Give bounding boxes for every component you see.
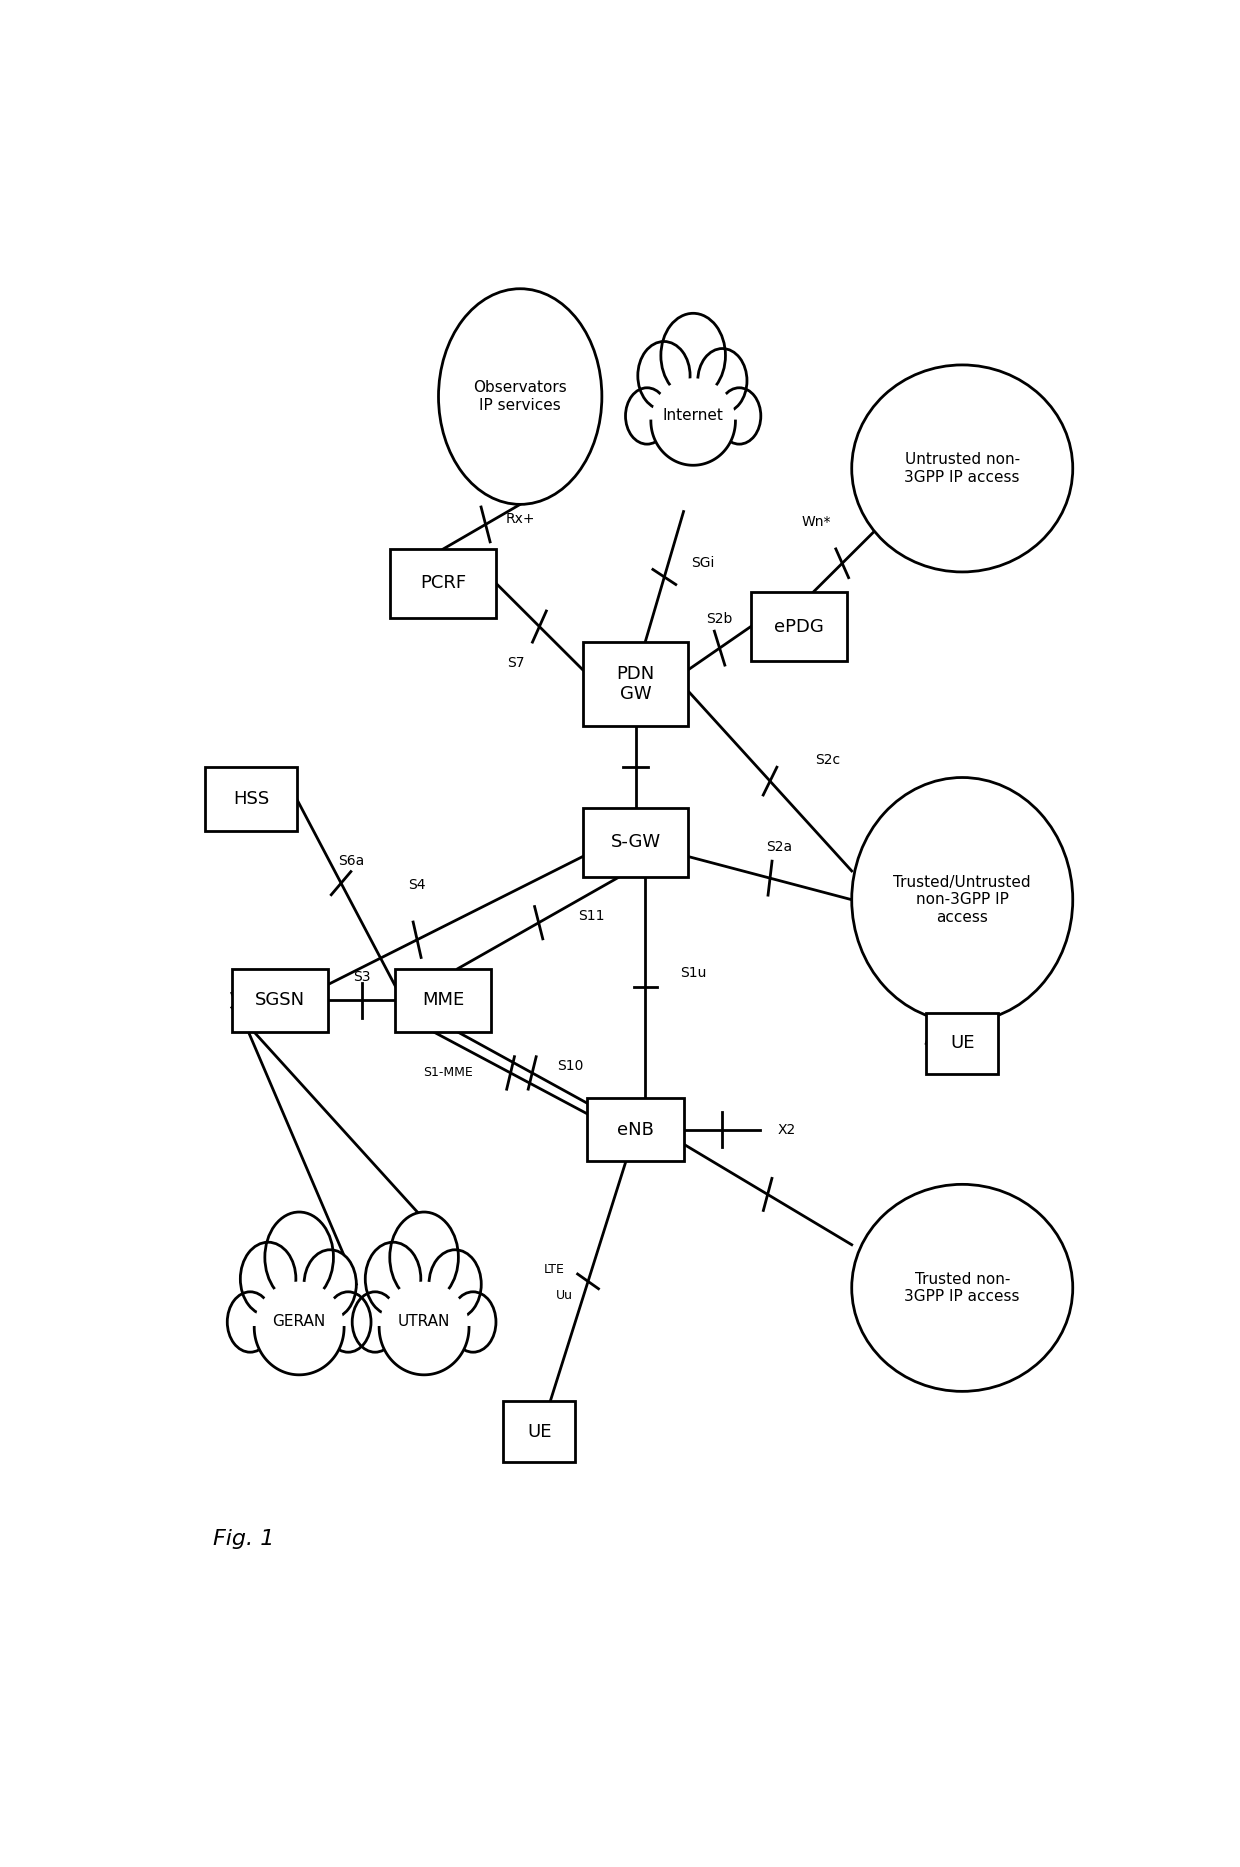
Text: LTE: LTE: [544, 1264, 565, 1277]
Text: GERAN: GERAN: [273, 1314, 326, 1329]
Text: S6a: S6a: [337, 853, 363, 868]
Text: PDN
GW: PDN GW: [616, 665, 655, 704]
Text: eNB: eNB: [618, 1120, 653, 1139]
Text: S2a: S2a: [766, 840, 792, 853]
FancyBboxPatch shape: [751, 592, 847, 661]
Ellipse shape: [273, 1292, 325, 1361]
Text: UE: UE: [950, 1034, 975, 1053]
Text: S1u: S1u: [680, 965, 707, 980]
Ellipse shape: [852, 777, 1073, 1021]
Text: Observators
IP services: Observators IP services: [474, 381, 567, 413]
Text: ePDG: ePDG: [774, 618, 823, 635]
Ellipse shape: [389, 1212, 459, 1303]
Ellipse shape: [668, 388, 718, 454]
Ellipse shape: [241, 1242, 296, 1316]
Ellipse shape: [718, 388, 761, 444]
FancyBboxPatch shape: [926, 1014, 998, 1074]
FancyBboxPatch shape: [503, 1402, 575, 1462]
Ellipse shape: [398, 1292, 450, 1361]
Text: S-GW: S-GW: [610, 833, 661, 851]
Ellipse shape: [265, 1212, 334, 1303]
FancyBboxPatch shape: [206, 767, 296, 831]
Text: Internet: Internet: [662, 409, 724, 424]
Text: SGi: SGi: [691, 556, 714, 569]
Ellipse shape: [439, 289, 601, 504]
Text: S2b: S2b: [707, 612, 733, 625]
Ellipse shape: [852, 1184, 1073, 1391]
Ellipse shape: [429, 1249, 481, 1318]
Text: S3: S3: [353, 971, 371, 984]
Text: SGSN: SGSN: [255, 991, 305, 1010]
Text: X2: X2: [777, 1122, 796, 1137]
Text: Wn*: Wn*: [801, 515, 831, 528]
Text: Fig. 1: Fig. 1: [213, 1529, 274, 1550]
Text: HSS: HSS: [233, 790, 269, 808]
Text: MME: MME: [422, 991, 465, 1010]
Ellipse shape: [661, 314, 725, 398]
Ellipse shape: [325, 1292, 371, 1352]
Text: UE: UE: [527, 1423, 552, 1441]
Ellipse shape: [698, 349, 746, 413]
Ellipse shape: [254, 1281, 343, 1374]
Text: UTRAN: UTRAN: [398, 1314, 450, 1329]
Text: S10: S10: [558, 1059, 584, 1074]
Text: Trusted non-
3GPP IP access: Trusted non- 3GPP IP access: [904, 1271, 1021, 1303]
Text: PCRF: PCRF: [420, 575, 466, 592]
Ellipse shape: [637, 342, 691, 411]
Ellipse shape: [625, 388, 668, 444]
Text: Untrusted non-
3GPP IP access: Untrusted non- 3GPP IP access: [904, 452, 1021, 485]
FancyBboxPatch shape: [588, 1098, 683, 1161]
Text: Rx+: Rx+: [506, 512, 534, 526]
Ellipse shape: [379, 1281, 469, 1374]
FancyBboxPatch shape: [391, 549, 496, 618]
Text: S11: S11: [578, 909, 605, 922]
Ellipse shape: [352, 1292, 398, 1352]
Ellipse shape: [227, 1292, 273, 1352]
Ellipse shape: [304, 1249, 356, 1318]
FancyBboxPatch shape: [396, 969, 491, 1032]
Text: Uu: Uu: [556, 1290, 573, 1303]
Ellipse shape: [366, 1242, 420, 1316]
FancyBboxPatch shape: [232, 969, 327, 1032]
FancyBboxPatch shape: [583, 642, 688, 726]
Text: S1-MME: S1-MME: [423, 1066, 472, 1079]
Ellipse shape: [852, 364, 1073, 571]
Ellipse shape: [450, 1292, 496, 1352]
Ellipse shape: [651, 379, 735, 463]
Text: S4: S4: [408, 877, 425, 892]
Text: Trusted/Untrusted
non-3GPP IP
access: Trusted/Untrusted non-3GPP IP access: [894, 876, 1030, 924]
FancyBboxPatch shape: [583, 808, 688, 877]
Text: S2c: S2c: [815, 752, 841, 767]
Text: S7: S7: [507, 655, 525, 670]
